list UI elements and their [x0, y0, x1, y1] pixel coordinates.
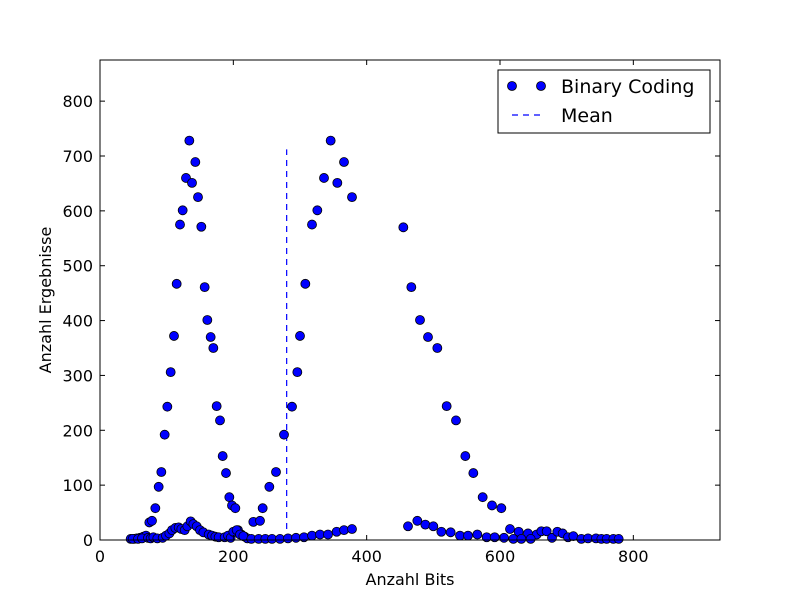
data-point-114 [505, 524, 515, 534]
data-point-90 [279, 429, 289, 440]
y-tick-label-7: 700 [62, 147, 93, 166]
legend: Binary Coding Mean [497, 69, 711, 134]
y-tick-label-0: 0 [83, 531, 93, 550]
legend-marker-binary-coding-2 [536, 81, 546, 91]
data-point-120 [420, 519, 431, 530]
data-point-94 [300, 278, 311, 289]
data-point-87 [257, 503, 268, 514]
data-point-23 [196, 221, 207, 232]
legend-box [497, 69, 711, 134]
y-tick-label-4: 400 [62, 312, 93, 331]
data-point-119 [412, 515, 423, 526]
data-point-109 [460, 451, 471, 461]
data-point-134 [541, 526, 552, 537]
data-point-121 [428, 521, 439, 532]
data-point-24 [199, 282, 210, 293]
data-point-12 [162, 401, 173, 412]
data-point-101 [347, 192, 357, 203]
data-point-27 [208, 343, 219, 353]
data-point-131 [516, 534, 527, 544]
data-point-22 [193, 192, 203, 203]
data-point-110 [468, 468, 479, 478]
x-tick-label-4: 800 [618, 547, 649, 566]
y-tick-label-3: 300 [62, 366, 93, 385]
data-point-106 [432, 343, 443, 353]
x-axis-label: Anzahl Bits [366, 570, 455, 589]
y-tick-label-1: 100 [62, 476, 93, 495]
data-point-8 [150, 503, 161, 514]
data-point-25 [202, 315, 213, 325]
data-point-123 [445, 527, 456, 538]
data-point-10 [156, 467, 167, 477]
data-point-96 [312, 205, 323, 216]
data-point-112 [487, 500, 497, 511]
data-point-98 [325, 135, 336, 146]
x-tick-label-1: 200 [218, 547, 249, 566]
y-tick-label-2: 200 [62, 421, 93, 440]
y-axis-label: Anzahl Ergebnisse [36, 227, 55, 374]
data-point-91 [287, 401, 297, 412]
data-point-89 [271, 467, 281, 477]
data-point-88 [264, 481, 275, 492]
data-point-83 [323, 529, 333, 540]
data-point-99 [332, 177, 343, 188]
data-point-26 [205, 332, 216, 342]
plot-frame [99, 59, 721, 541]
data-point-86 [347, 524, 357, 534]
data-point-32 [224, 492, 235, 503]
legend-label-mean: Mean [561, 105, 613, 127]
data-point-132 [525, 534, 536, 544]
data-point-9 [153, 481, 164, 492]
data-point-13 [165, 367, 176, 378]
data-point-108 [451, 415, 461, 426]
data-point-7 [147, 515, 157, 526]
x-tick-label-3: 600 [485, 547, 516, 566]
data-point-103 [406, 282, 417, 293]
data-point-19 [184, 135, 195, 146]
data-point-102 [398, 222, 409, 233]
data-point-111 [477, 492, 488, 503]
x-tick-label-0: 0 [95, 547, 105, 566]
y-tick-label-5: 500 [62, 257, 93, 276]
x-tick-label-2: 400 [351, 547, 382, 566]
data-point-93 [295, 331, 305, 341]
data-point-122 [436, 526, 447, 537]
y-tick-label-6: 600 [62, 202, 93, 221]
data-point-146 [613, 534, 624, 544]
data-point-92 [292, 367, 303, 378]
data-point-113 [496, 503, 507, 514]
legend-marker-binary-coding-1 [507, 81, 517, 91]
data-point-118 [403, 521, 413, 532]
data-point-129 [499, 532, 509, 543]
ticks-layer: 0 200 400 600 800 0 100 200 300 400 500 600 700 800 [62, 60, 720, 566]
data-point-14 [169, 331, 179, 341]
data-point-34 [230, 503, 241, 514]
data-point-30 [217, 451, 228, 461]
data-point-11 [159, 429, 170, 440]
data-point-105 [423, 332, 433, 342]
data-point-81 [307, 530, 317, 541]
data-point-31 [221, 468, 231, 478]
data-point-95 [307, 219, 317, 230]
data-point-100 [339, 157, 349, 167]
legend-label-binary-coding: Binary Coding [561, 76, 694, 98]
data-point-29 [215, 415, 225, 426]
data-point-20 [187, 177, 197, 188]
data-point-17 [177, 205, 188, 216]
points-layer [125, 135, 624, 544]
data-point-16 [175, 219, 185, 230]
data-point-104 [415, 315, 425, 325]
data-point-15 [171, 278, 182, 289]
data-point-97 [319, 173, 329, 183]
data-point-28 [211, 401, 222, 412]
data-point-72 [255, 515, 265, 526]
data-point-21 [190, 157, 201, 167]
data-point-85 [339, 525, 349, 536]
data-point-126 [472, 529, 483, 540]
y-tick-label-8: 800 [62, 92, 93, 111]
data-point-125 [463, 530, 473, 541]
data-point-107 [441, 401, 452, 412]
